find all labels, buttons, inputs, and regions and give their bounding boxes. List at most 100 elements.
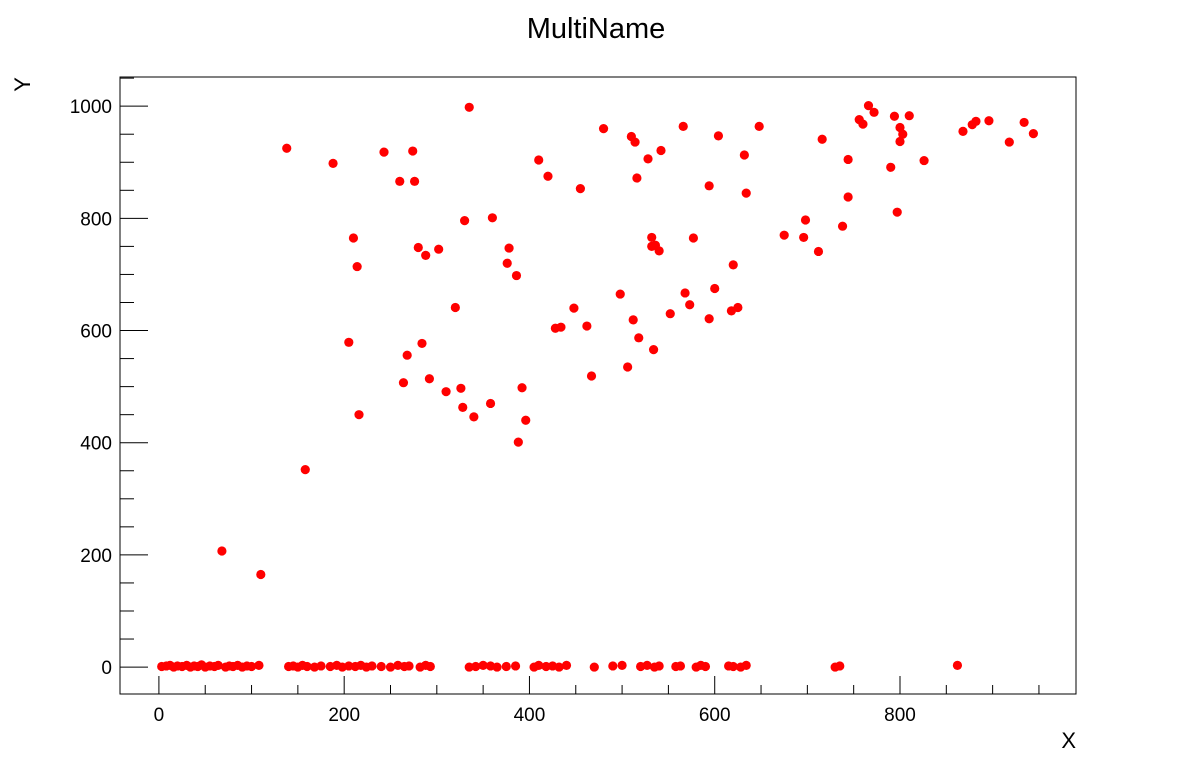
data-point <box>434 244 444 254</box>
data-point <box>586 371 597 381</box>
plot-frame <box>119 76 1077 695</box>
data-point <box>485 398 496 409</box>
data-point <box>817 134 827 144</box>
data-point <box>892 207 902 217</box>
data-point <box>534 155 544 165</box>
data-point <box>246 661 257 672</box>
data-point <box>628 315 638 325</box>
data-point <box>800 215 811 225</box>
data-point <box>300 465 310 475</box>
data-point <box>478 660 488 670</box>
data-point <box>385 662 396 672</box>
data-point <box>623 362 633 372</box>
data-point <box>710 283 720 294</box>
data-point <box>598 124 609 134</box>
data-point <box>376 661 386 672</box>
data-point <box>464 102 474 112</box>
data-point <box>395 176 405 186</box>
data-point <box>556 322 566 332</box>
x-tick-label: 400 <box>514 705 546 726</box>
data-point <box>282 143 292 153</box>
data-point <box>648 345 659 355</box>
data-point <box>379 147 389 157</box>
data-point <box>728 661 738 672</box>
data-point <box>678 121 688 131</box>
y-axis-label: Y <box>10 77 35 92</box>
data-point <box>424 374 435 384</box>
chart-title: MultiName <box>527 13 666 45</box>
data-point <box>904 111 914 121</box>
data-point <box>665 309 675 319</box>
x-axis: 0 200 400 600 800 <box>154 676 1040 726</box>
data-point <box>316 661 326 671</box>
data-point <box>367 661 377 671</box>
data-point <box>608 661 618 671</box>
data-point <box>843 154 853 165</box>
data-point <box>1019 117 1029 128</box>
data-point <box>675 661 686 671</box>
data-points <box>157 101 1038 672</box>
data-point <box>741 660 751 670</box>
data-point <box>561 660 572 670</box>
data-point <box>404 661 414 671</box>
data-point <box>700 661 711 672</box>
data-point <box>511 270 522 281</box>
data-point <box>952 660 963 670</box>
data-point <box>450 302 460 313</box>
data-point <box>302 661 312 672</box>
data-point <box>469 412 479 422</box>
data-point <box>688 233 699 243</box>
data-point <box>517 383 527 393</box>
data-point <box>680 288 690 298</box>
data-point <box>813 246 824 257</box>
data-point <box>863 101 874 111</box>
data-point <box>487 213 497 223</box>
data-point <box>728 260 738 270</box>
data-point <box>582 321 592 331</box>
data-point <box>348 233 359 243</box>
data-point <box>492 662 502 672</box>
data-point <box>643 154 653 164</box>
data-point <box>642 660 652 670</box>
data-point <box>869 107 879 117</box>
y-tick-label: 400 <box>80 434 112 455</box>
data-point <box>521 415 531 425</box>
y-tick-label: 1000 <box>70 97 112 118</box>
data-point <box>409 176 420 186</box>
data-point <box>984 116 994 126</box>
data-point <box>1004 137 1014 147</box>
data-point <box>213 660 223 670</box>
data-point <box>408 146 418 156</box>
data-point <box>510 661 521 671</box>
data-point <box>441 387 451 397</box>
data-point <box>217 546 227 556</box>
data-point <box>654 661 664 671</box>
data-point <box>898 129 908 139</box>
data-point <box>425 661 435 672</box>
data-point <box>656 145 666 156</box>
x-tick-label: 600 <box>699 705 731 726</box>
data-point <box>685 300 695 310</box>
data-point <box>502 258 512 268</box>
data-point <box>554 662 564 672</box>
data-point <box>704 181 714 191</box>
data-point <box>704 314 714 324</box>
data-point <box>647 232 657 243</box>
data-point <box>417 338 427 349</box>
data-point <box>654 246 664 256</box>
data-point <box>889 111 900 121</box>
y-tick-label: 800 <box>80 209 112 230</box>
data-point <box>615 289 625 299</box>
data-point <box>534 660 544 670</box>
data-point <box>504 243 514 253</box>
x-axis-label: X <box>1061 728 1076 753</box>
data-point <box>713 131 724 141</box>
data-point <box>354 410 364 420</box>
data-point <box>501 661 511 672</box>
data-point <box>456 383 466 393</box>
x-tick-label: 800 <box>884 705 916 726</box>
data-point <box>413 242 423 253</box>
y-tick-label: 600 <box>80 322 112 343</box>
data-point <box>630 137 640 147</box>
data-point <box>344 337 354 347</box>
